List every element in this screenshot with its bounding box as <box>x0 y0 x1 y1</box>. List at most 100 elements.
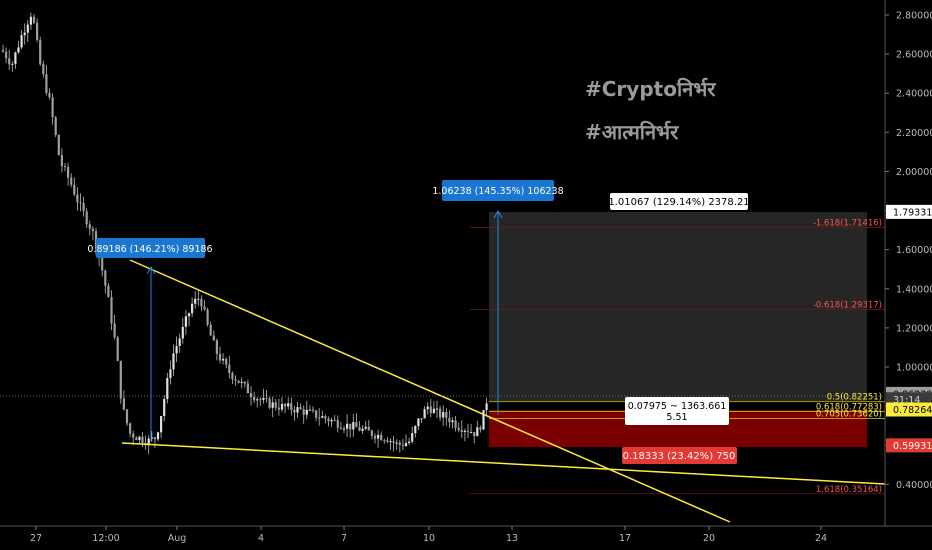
candle-body <box>405 443 407 446</box>
candle-body <box>207 309 209 324</box>
candle-body <box>79 202 81 203</box>
candle-body <box>352 422 354 429</box>
candle-body <box>411 433 413 441</box>
time-tick-label: 4 <box>258 533 264 544</box>
measure-label-1[interactable]: 0.89186 (146.21%) 89186 <box>87 238 212 258</box>
candle-body <box>141 437 143 443</box>
candle-body <box>467 431 469 432</box>
candle-body <box>272 402 274 407</box>
candle-body <box>383 440 385 441</box>
measure-label-1-text: 0.89186 (146.21%) 89186 <box>87 244 212 255</box>
candle-body <box>300 407 302 409</box>
price-tag-label: 0.78264 <box>893 405 932 416</box>
candle-body <box>399 443 401 445</box>
loss-label[interactable]: 0.18333 (23.42%) 750 <box>622 447 737 464</box>
candle-body <box>365 427 367 429</box>
time-tick-label: 20 <box>703 533 715 544</box>
candle-body <box>281 404 283 410</box>
candle-body <box>278 408 280 410</box>
candle-body <box>163 399 165 416</box>
candle-body <box>371 431 373 436</box>
position-info-label[interactable]: 0.07975 ~ 1363.661 5.51 <box>625 397 729 425</box>
profit-label-text: 1.01067 (129.14%) 2378.21 <box>608 197 749 208</box>
candle-body <box>45 74 47 93</box>
candle-body <box>228 365 230 373</box>
candle-body <box>42 64 44 74</box>
candle-body <box>5 52 7 59</box>
candle-body <box>306 410 308 415</box>
candle-body <box>172 353 174 369</box>
candle-body <box>269 399 271 408</box>
candle-body <box>396 443 398 444</box>
time-tick-label: 27 <box>30 533 42 544</box>
candle-body <box>324 416 326 419</box>
candle-body <box>2 50 4 51</box>
candle-body <box>238 381 240 383</box>
candle-body <box>14 52 16 64</box>
candle-body <box>39 40 41 64</box>
candle-body <box>436 409 438 410</box>
candle-body <box>293 410 295 413</box>
candle-body <box>48 93 50 97</box>
candle-body <box>225 359 227 365</box>
candle-body <box>327 419 329 422</box>
time-tick-label: 10 <box>423 533 435 544</box>
candle-body <box>70 178 72 185</box>
candle-body <box>296 407 298 412</box>
candle-body <box>21 35 23 47</box>
candle-body <box>123 398 125 409</box>
candle-body <box>194 299 196 304</box>
candle-body <box>265 398 267 399</box>
candle-body <box>420 418 422 419</box>
profit-zone[interactable] <box>489 212 867 401</box>
candle-body <box>315 410 317 417</box>
candle-body <box>188 313 190 316</box>
candle-body <box>176 346 178 353</box>
fib-level-label: 0.705(0.73620) <box>816 410 882 420</box>
time-tick-label: Aug <box>168 533 187 544</box>
candle-body <box>337 420 339 428</box>
candle-body <box>380 435 382 440</box>
candle-body <box>191 304 193 313</box>
candle-body <box>408 442 410 443</box>
candle-body <box>414 426 416 433</box>
loss-label-text: 0.18333 (23.42%) 750 <box>623 451 736 462</box>
candle-body <box>343 429 345 430</box>
candle-body <box>135 438 137 440</box>
candle-body <box>439 409 441 418</box>
candle-body <box>362 429 364 431</box>
candle-body <box>36 23 38 40</box>
price-tick-label: 2.20000 <box>896 128 932 139</box>
price-tick-label: 1.40000 <box>896 284 932 295</box>
candle-body <box>154 437 156 439</box>
candle-body <box>253 397 255 400</box>
candle-body <box>430 407 432 413</box>
price-tick-label: 2.60000 <box>896 50 932 61</box>
fib-level-label: -0.618(1.29317) <box>813 301 882 311</box>
candle-body <box>355 422 357 427</box>
measure-label-2[interactable]: 1.06238 (145.35%) 106238 <box>432 180 563 201</box>
fib-level-label: 0.5(0.82251) <box>827 393 882 403</box>
candle-body <box>58 135 60 155</box>
candle-body <box>197 299 199 300</box>
candle-body <box>476 427 478 436</box>
candle-body <box>55 117 57 135</box>
profit-label[interactable]: 1.01067 (129.14%) 2378.21 <box>608 193 749 210</box>
candle-body <box>213 336 215 341</box>
candle-body <box>290 403 292 410</box>
candle-body <box>185 316 187 326</box>
price-tag-label: 1.79331 <box>893 207 932 218</box>
candle-body <box>259 399 261 400</box>
candle-body <box>346 424 348 429</box>
time-tick-label: 24 <box>815 533 827 544</box>
candle-body <box>160 416 162 432</box>
candle-body <box>464 431 466 432</box>
candle-body <box>244 382 246 383</box>
candle-body <box>461 430 463 432</box>
candle-body <box>427 407 429 410</box>
candle-body <box>424 409 426 418</box>
candle-body <box>114 323 116 337</box>
candle-body <box>247 383 249 393</box>
candle-body <box>52 97 54 117</box>
